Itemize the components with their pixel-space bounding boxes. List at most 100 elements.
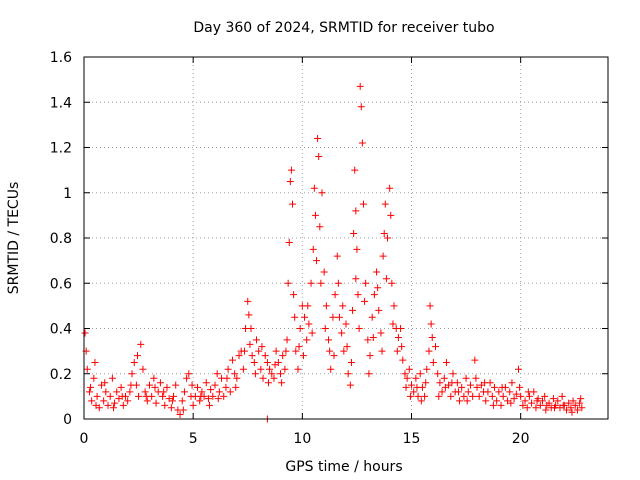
data-point [321, 325, 329, 332]
data-point [349, 306, 357, 314]
data-point [220, 392, 228, 400]
data-point [299, 352, 307, 360]
data-point [365, 370, 373, 378]
data-point [261, 352, 269, 360]
data-point [128, 370, 136, 378]
data-point [399, 356, 407, 364]
data-point [104, 401, 112, 409]
y-tick-label: 0.6 [50, 276, 72, 292]
data-point [471, 356, 479, 364]
data-point [541, 392, 549, 400]
data-point [284, 279, 292, 287]
x-tick-label: 20 [512, 431, 530, 447]
data-point [296, 325, 304, 332]
data-point [346, 381, 354, 389]
data-point [159, 392, 167, 400]
grid-lines [84, 57, 608, 419]
data-point [92, 401, 100, 409]
data-point [408, 381, 415, 389]
data-point [316, 223, 324, 231]
data-point [206, 401, 214, 409]
x-axis-label: GPS time / hours [285, 459, 402, 475]
data-point [310, 184, 318, 192]
data-point [389, 320, 397, 328]
data-point [364, 336, 372, 344]
data-point [263, 358, 271, 366]
data-point [250, 358, 258, 366]
data-point [352, 207, 360, 215]
y-tick-label: 0.8 [50, 231, 72, 247]
data-point [405, 365, 413, 373]
y-tick-label: 0 [63, 412, 72, 428]
data-point [351, 166, 359, 174]
data-point [91, 358, 99, 366]
data-point [441, 383, 449, 391]
data-point [258, 343, 266, 351]
data-point [311, 211, 319, 219]
data-point [150, 374, 158, 382]
data-point [533, 397, 541, 405]
data-point [369, 334, 377, 342]
data-point [374, 284, 382, 292]
data-point [338, 329, 346, 337]
data-point [358, 139, 366, 147]
data-point [127, 381, 135, 389]
data-point [286, 177, 294, 185]
data-point [239, 365, 247, 373]
data-point [347, 358, 355, 366]
data-point [101, 379, 109, 387]
data-point [202, 379, 210, 387]
data-point [100, 397, 108, 405]
data-point [435, 392, 443, 400]
data-point [558, 392, 566, 400]
data-point [416, 370, 424, 378]
data-point [292, 347, 300, 355]
data-point [178, 397, 186, 405]
data-point [118, 392, 126, 400]
data-point [458, 383, 466, 391]
data-point [137, 340, 145, 348]
x-tick-label: 10 [293, 431, 311, 447]
data-point [176, 410, 184, 418]
data-point [489, 401, 497, 409]
y-tick-label: 0.4 [50, 322, 72, 338]
data-point [248, 352, 256, 360]
data-point [320, 268, 328, 276]
data-point [88, 397, 96, 405]
data-point [255, 347, 263, 355]
data-point [93, 392, 101, 400]
data-point [559, 401, 567, 409]
y-tick-label: 1.2 [50, 141, 72, 157]
data-point [214, 395, 222, 403]
data-point [532, 404, 540, 412]
data-point [344, 370, 352, 378]
data-point [246, 340, 254, 348]
data-point [232, 383, 240, 391]
data-point [481, 379, 489, 387]
data-point [401, 370, 409, 378]
data-point [434, 370, 442, 378]
data-point [567, 404, 575, 412]
data-point [282, 347, 290, 355]
data-point [462, 374, 470, 382]
data-point [525, 392, 533, 400]
data-point [398, 343, 406, 351]
data-point [362, 279, 370, 287]
data-point [102, 388, 110, 396]
data-point [146, 381, 153, 389]
data-point [482, 397, 490, 405]
data-point [160, 388, 168, 396]
data-point [464, 388, 472, 396]
data-point [343, 343, 351, 351]
data-point [135, 392, 143, 400]
data-point [339, 302, 347, 310]
data-point [235, 352, 243, 360]
data-point [285, 239, 293, 247]
data-point [233, 374, 241, 382]
data-point [271, 361, 279, 369]
data-point [506, 388, 514, 396]
data-point [542, 406, 550, 414]
data-point [380, 229, 388, 237]
axis-ticks [83, 56, 608, 420]
data-point [466, 381, 474, 389]
